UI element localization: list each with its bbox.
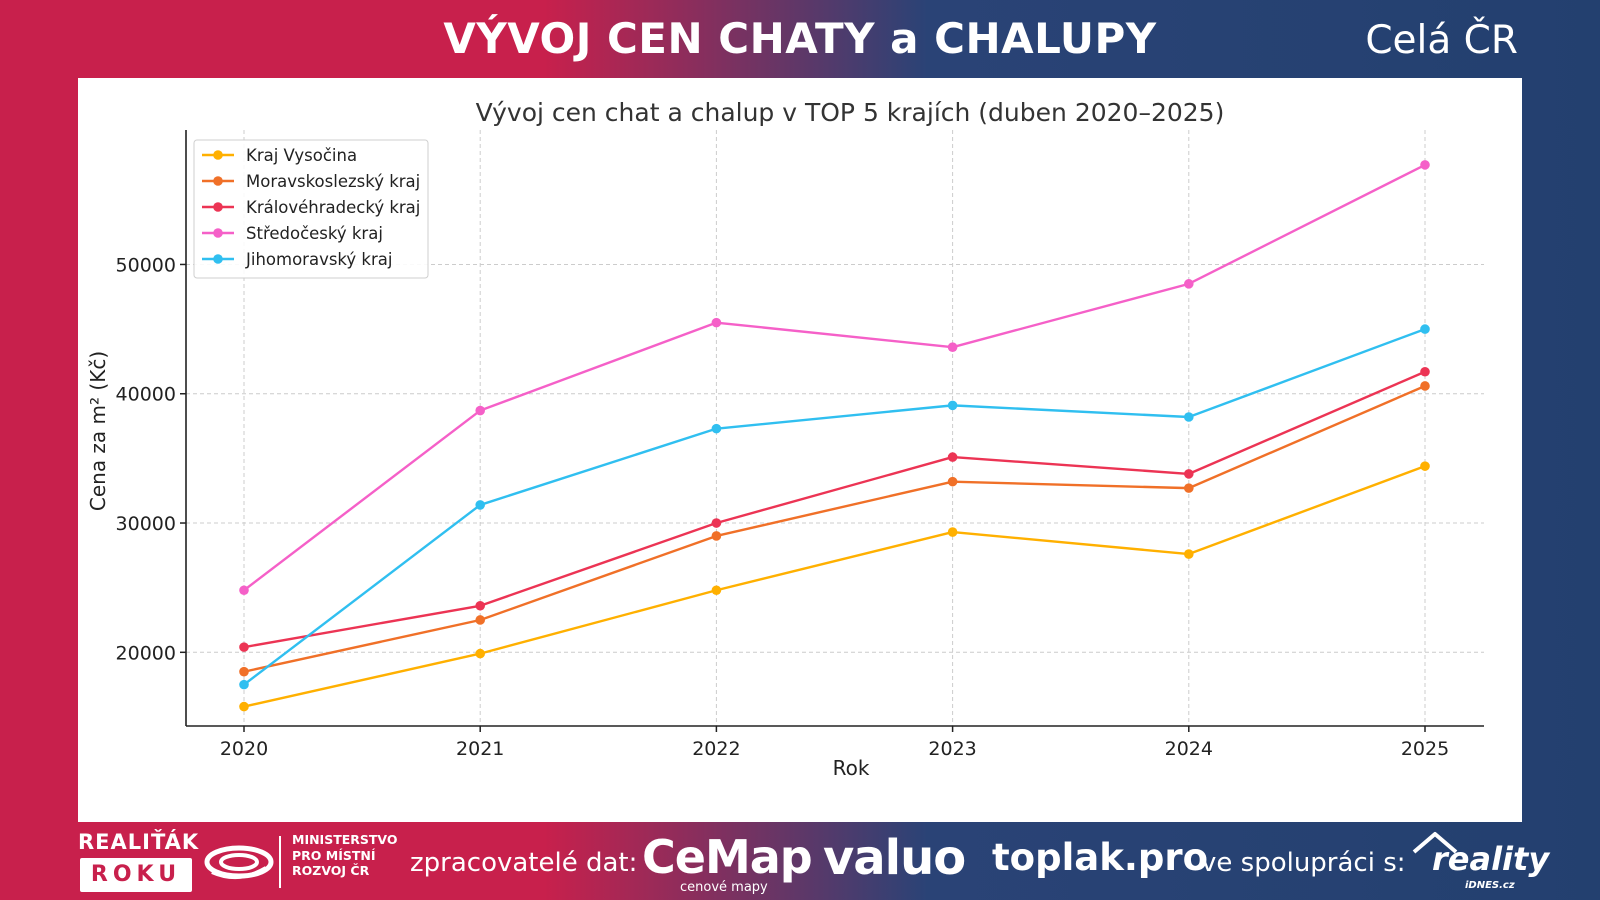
- chart-panel: Vývoj cen chat a chalup v TOP 5 krajích …: [78, 78, 1522, 822]
- x-tick-label: 2023: [928, 738, 976, 760]
- data-point: [1420, 324, 1430, 334]
- chart-title: Vývoj cen chat a chalup v TOP 5 krajích …: [476, 98, 1225, 127]
- y-tick-label: 50000: [116, 254, 176, 276]
- line-chart: Vývoj cen chat a chalup v TOP 5 krajích …: [86, 98, 1484, 780]
- data-point: [239, 666, 249, 677]
- axes: 2020 2021 2022 2023 2024 2025 20000 30000 40000 5…: [116, 130, 1484, 760]
- roku-badge: ROKU: [80, 858, 192, 892]
- data-point: [1184, 279, 1194, 289]
- data-point: [475, 648, 486, 659]
- data-point: [1420, 160, 1430, 170]
- series-2: [239, 381, 1430, 677]
- toplak-logo: toplak.pro: [992, 836, 1209, 879]
- legend-label: Královéhradecký kraj: [246, 198, 420, 217]
- legend-box: [193, 139, 429, 279]
- footer: REALIŤÁK ROKU MINISTERSTVO PRO MÍSTNÍ RO…: [0, 830, 1600, 900]
- legend-item: Jihomoravský kraj: [202, 250, 392, 269]
- ministry-line-2: PRO MÍSTNÍ: [292, 847, 376, 863]
- x-tick-label: 2025: [1401, 738, 1449, 760]
- legend-label: Středočeský kraj: [246, 224, 383, 243]
- reality-logo: reality: [1432, 840, 1550, 878]
- legend-item: Moravskoslezský kraj: [202, 172, 420, 191]
- data-point: [1420, 461, 1430, 471]
- series-1: [239, 461, 1430, 712]
- page-title: VÝVOJ CEN CHATY a CHALUPY: [443, 14, 1157, 63]
- data-point: [239, 679, 249, 690]
- cemap-tagline: cenové mapy: [680, 880, 768, 895]
- legend-swatch-marker: [213, 228, 223, 238]
- legend-swatch-marker: [213, 254, 223, 264]
- y-tick-label: 20000: [116, 642, 176, 664]
- data-point: [711, 317, 722, 328]
- data-point: [475, 600, 486, 611]
- series-layer: [239, 160, 1430, 712]
- valuo-logo: valuo: [823, 830, 966, 886]
- legend-label: Jihomoravský kraj: [245, 250, 392, 269]
- reality-tagline: iDNES.cz: [1465, 880, 1515, 891]
- legend-label: Kraj Vysočina: [246, 146, 357, 165]
- cemap-logo: CeMap: [642, 830, 813, 884]
- data-point: [711, 518, 722, 528]
- series-line: [243, 465, 1426, 708]
- data-point: [239, 585, 249, 596]
- legend-item: Středočeský kraj: [202, 224, 383, 243]
- data-point: [1420, 381, 1430, 391]
- legend-swatch-marker: [213, 150, 223, 160]
- ministry-name: MINISTERSTVO PRO MÍSTNÍ ROZVOJ ČR: [292, 832, 398, 879]
- ministry-divider: [279, 836, 281, 888]
- ministry-emblem-icon: [204, 845, 274, 880]
- data-point: [1184, 483, 1194, 493]
- data-point: [1184, 469, 1194, 479]
- legend-item: Kraj Vysočina: [202, 146, 357, 165]
- data-point: [947, 452, 958, 462]
- series-line: [243, 370, 1426, 649]
- y-tick-label: 40000: [116, 384, 176, 406]
- data-point: [947, 527, 958, 537]
- data-point: [1184, 412, 1194, 422]
- legend-swatch-marker: [213, 202, 223, 212]
- legend: Kraj Vysočina Moravskoslezský kraj Králové…: [193, 139, 429, 279]
- x-tick-label: 2022: [692, 738, 740, 760]
- data-point: [475, 500, 486, 510]
- data-point: [1184, 549, 1194, 559]
- series-5: [239, 324, 1430, 690]
- legend-label: Moravskoslezský kraj: [246, 172, 420, 191]
- legend-swatch-marker: [213, 176, 223, 186]
- data-point: [239, 701, 249, 712]
- data-processors-label: zpracovatelé dat:: [410, 848, 638, 878]
- data-point: [475, 615, 486, 625]
- realitak-logo-text: REALIŤÁK: [78, 830, 200, 854]
- data-point: [947, 476, 958, 487]
- data-point: [239, 642, 249, 652]
- y-axis-label: Cena za m² (Kč): [86, 351, 110, 511]
- ministry-line-3: ROZVOJ ČR: [292, 863, 370, 878]
- x-tick-label: 2024: [1165, 738, 1213, 760]
- series-4: [239, 160, 1430, 596]
- x-tick-label: 2021: [456, 738, 504, 760]
- series-line: [243, 327, 1426, 686]
- data-point: [1420, 366, 1430, 377]
- region-label: Celá ČR: [1365, 18, 1518, 63]
- y-tick-label: 30000: [116, 513, 176, 535]
- data-point: [711, 423, 722, 434]
- series-line: [243, 384, 1426, 673]
- x-axis-label: Rok: [833, 756, 870, 780]
- data-point: [475, 405, 486, 416]
- x-tick-label: 2020: [220, 738, 268, 760]
- legend-item: Královéhradecký kraj: [202, 198, 420, 217]
- cooperation-label: ve spolupráci s:: [1201, 848, 1406, 878]
- grid-lines: [186, 130, 1484, 726]
- series-3: [239, 366, 1430, 652]
- data-point: [711, 585, 722, 596]
- series-line: [243, 163, 1426, 592]
- ministry-line-1: MINISTERSTVO: [292, 832, 398, 847]
- house-roof-icon: [1412, 832, 1458, 854]
- data-point: [947, 342, 958, 352]
- data-point: [947, 400, 958, 411]
- data-point: [711, 531, 722, 541]
